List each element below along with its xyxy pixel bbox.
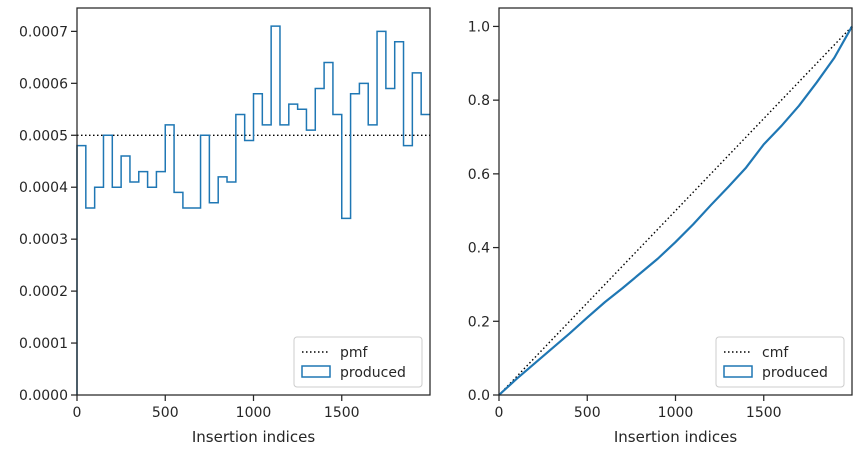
x-axis-label: Insertion indices: [192, 428, 315, 446]
x-axis-ticks: 0 500 1000 1500: [495, 395, 782, 421]
axes-frame: [498, 7, 853, 396]
x-tick-label: 1000: [658, 405, 694, 421]
y-axis-ticks: 0.0 0.2 0.4 0.6 0.8 1.0: [468, 19, 499, 404]
x-tick-label: 1500: [324, 405, 360, 421]
pmf-panel: 0 500 1000 1500 0.00000.00010.00020.00030.0…: [19, 7, 431, 446]
x-tick-label: 0: [73, 405, 82, 421]
cmf-panel: 0 500 1000 1500 0.0 0.2 0.4 0.6 0.8 1.0 Insertio…: [468, 7, 853, 446]
y-tick-label: 0.0003: [19, 232, 68, 248]
y-tick-label: 0.0006: [19, 76, 68, 92]
legend-frame: [715, 336, 845, 388]
x-axis-label: Insertion indices: [614, 428, 737, 446]
y-tick-label: 0.0004: [19, 180, 68, 196]
x-tick-label: 1000: [236, 405, 272, 421]
x-tick-label: 500: [574, 405, 601, 421]
y-tick-label: 0.0001: [19, 336, 68, 352]
y-tick-label: 0.2: [468, 314, 490, 330]
y-tick-label: 0.8: [468, 93, 490, 109]
legend-produced-swatch: [301, 365, 331, 378]
cmf-reference-line: [498, 25, 853, 396]
produced-histogram-step: [76, 25, 430, 395]
legend-produced-label: produced: [340, 365, 406, 381]
y-tick-label: 0.0002: [19, 284, 68, 300]
produced-cumulative-line: [498, 25, 853, 396]
legend-frame: [293, 336, 423, 388]
y-tick-label: 0.0007: [19, 24, 68, 40]
legend: cmf produced: [715, 336, 845, 388]
legend-produced-swatch: [723, 365, 753, 378]
y-tick-label: 0.0005: [19, 128, 68, 144]
axes-frame: [76, 7, 431, 396]
y-tick-label: 0.6: [468, 167, 490, 183]
legend-cmf-label: cmf: [762, 345, 789, 361]
y-tick-label: 0.0000: [19, 388, 68, 404]
y-axis-ticks: 0.0000 0.0001 0.0002 0.0003 0.0004 0.0005 0.00…: [19, 24, 77, 404]
y-tick-label: 1.0: [468, 19, 490, 35]
legend-pmf-label: pmf: [340, 345, 369, 361]
x-tick-label: 500: [152, 405, 179, 421]
x-tick-label: 1500: [746, 405, 782, 421]
x-axis-ticks: 0 500 1000 1500: [73, 395, 360, 421]
x-tick-label: 0: [495, 405, 504, 421]
legend: pmf produced: [293, 336, 423, 388]
legend-produced-label: produced: [762, 365, 828, 381]
y-tick-label: 0.0: [468, 388, 490, 404]
y-tick-label: 0.4: [468, 241, 490, 257]
